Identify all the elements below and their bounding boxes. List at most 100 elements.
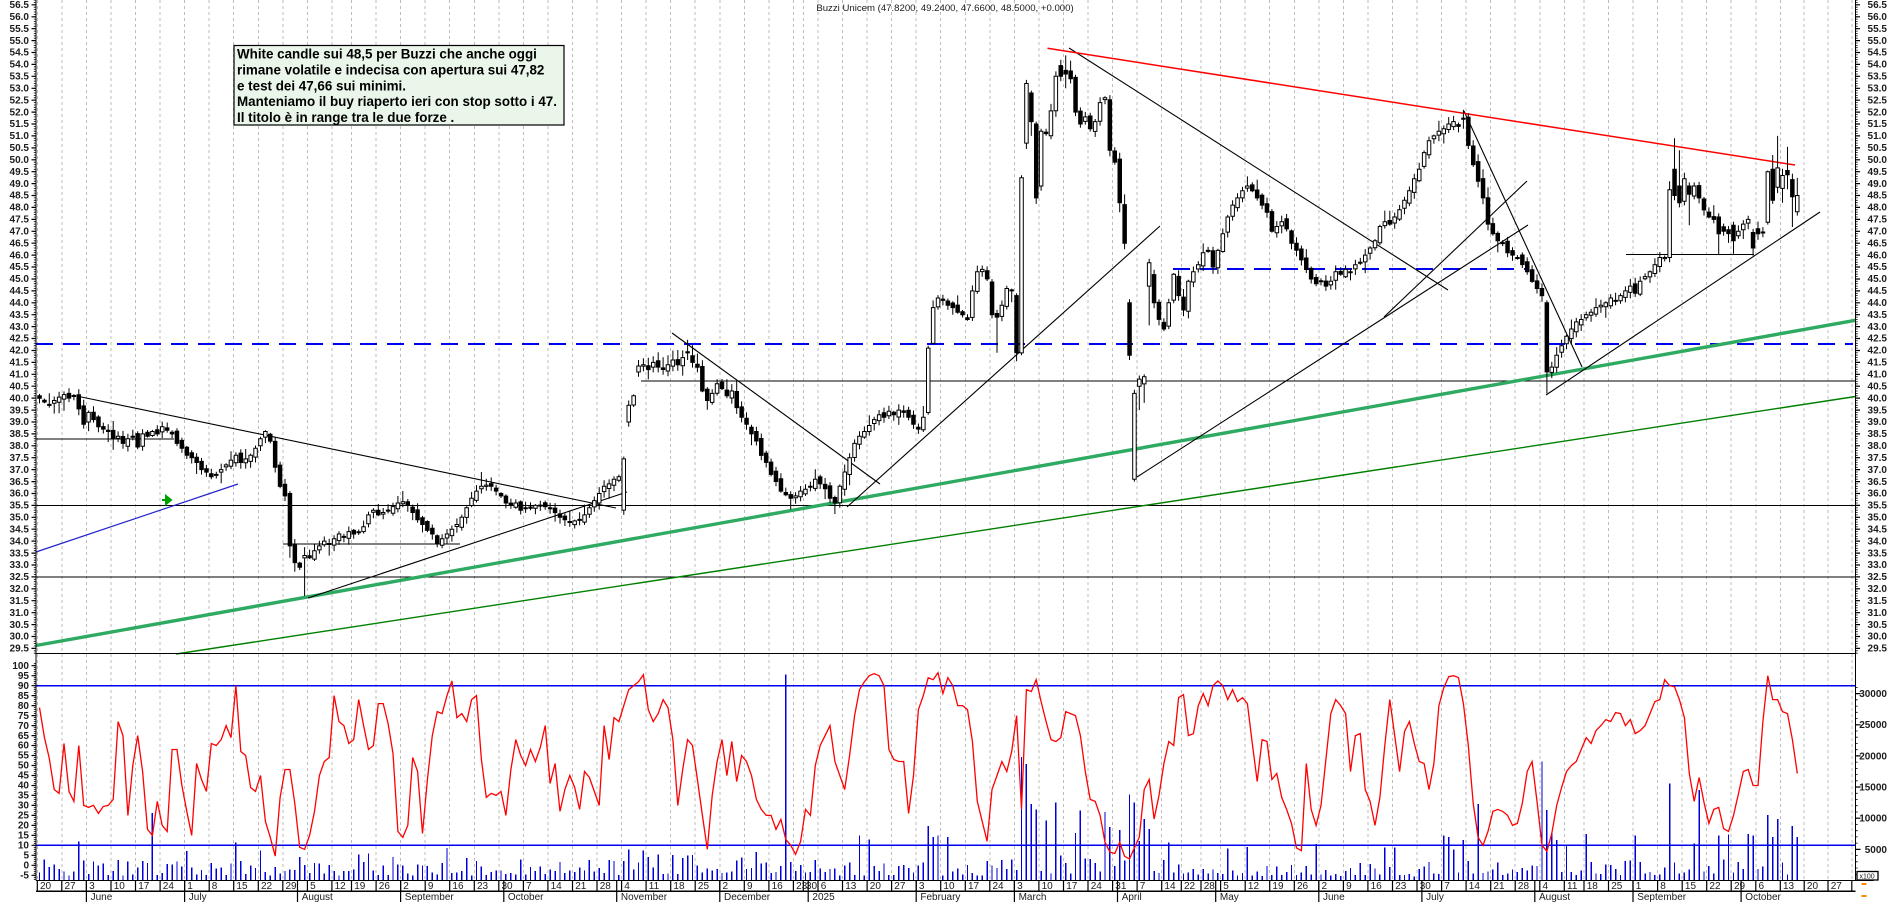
- svg-text:8: 8: [1660, 881, 1666, 892]
- svg-text:90: 90: [18, 681, 30, 692]
- svg-text:6: 6: [1759, 881, 1765, 892]
- svg-text:35.5: 35.5: [10, 501, 30, 512]
- svg-text:December: December: [724, 892, 771, 902]
- svg-text:43.0: 43.0: [1868, 322, 1888, 333]
- svg-text:21: 21: [1493, 881, 1505, 892]
- svg-text:17: 17: [1066, 881, 1078, 892]
- svg-text:54.5: 54.5: [10, 48, 30, 59]
- svg-text:25: 25: [18, 811, 30, 822]
- svg-text:39.5: 39.5: [10, 405, 30, 416]
- svg-text:48.0: 48.0: [10, 203, 30, 214]
- svg-text:14: 14: [551, 881, 563, 892]
- svg-text:28: 28: [1204, 881, 1216, 892]
- svg-text:56.5: 56.5: [1868, 0, 1888, 11]
- svg-text:75: 75: [18, 711, 30, 722]
- svg-text:Il titolo è in range tra le du: Il titolo è in range tra le due forze .: [237, 110, 454, 125]
- svg-text:45: 45: [18, 771, 30, 782]
- svg-text:31: 31: [1115, 881, 1127, 892]
- svg-text:41.5: 41.5: [10, 358, 30, 369]
- svg-text:10: 10: [943, 881, 955, 892]
- svg-text:20: 20: [870, 881, 882, 892]
- svg-text:33.5: 33.5: [1868, 548, 1888, 559]
- svg-text:41.5: 41.5: [1868, 358, 1888, 369]
- svg-text:25: 25: [698, 881, 710, 892]
- svg-text:29.5: 29.5: [1868, 644, 1888, 655]
- svg-text:54.0: 54.0: [10, 60, 30, 71]
- svg-text:27: 27: [65, 881, 77, 892]
- svg-text:3: 3: [1017, 881, 1023, 892]
- svg-text:5: 5: [1223, 881, 1229, 892]
- svg-text:25: 25: [1611, 881, 1623, 892]
- svg-text:7: 7: [1140, 881, 1146, 892]
- svg-text:14: 14: [1469, 881, 1481, 892]
- svg-text:March: March: [1019, 892, 1047, 902]
- svg-text:34.0: 34.0: [10, 536, 30, 547]
- svg-text:32.0: 32.0: [1868, 584, 1888, 595]
- svg-text:55.0: 55.0: [10, 36, 30, 47]
- svg-text:31.5: 31.5: [1868, 596, 1888, 607]
- svg-text:24: 24: [993, 881, 1005, 892]
- svg-text:50.5: 50.5: [1868, 143, 1888, 154]
- svg-text:23: 23: [1395, 881, 1407, 892]
- svg-text:10: 10: [114, 881, 126, 892]
- svg-text:July: July: [1426, 892, 1444, 902]
- svg-text:54.5: 54.5: [1868, 48, 1888, 59]
- svg-text:15: 15: [236, 881, 248, 892]
- svg-text:42.5: 42.5: [1868, 334, 1888, 345]
- svg-text:53.0: 53.0: [10, 84, 30, 95]
- svg-text:38.0: 38.0: [10, 441, 30, 452]
- svg-text:21: 21: [575, 881, 587, 892]
- svg-text:38.0: 38.0: [1868, 441, 1888, 452]
- svg-text:30000: 30000: [1859, 689, 1887, 700]
- svg-text:46.0: 46.0: [10, 250, 30, 261]
- svg-text:45.0: 45.0: [10, 274, 30, 285]
- svg-text:33.0: 33.0: [10, 560, 30, 571]
- svg-text:4: 4: [1543, 881, 1549, 892]
- svg-text:51.0: 51.0: [10, 131, 30, 142]
- svg-text:24: 24: [163, 881, 175, 892]
- svg-text:13: 13: [1783, 881, 1795, 892]
- svg-text:October: October: [1745, 892, 1781, 902]
- svg-text:50.0: 50.0: [1868, 155, 1888, 166]
- svg-text:x100: x100: [1860, 873, 1875, 880]
- svg-text:e test dei 47,66 sui minimi.: e test dei 47,66 sui minimi.: [237, 78, 406, 93]
- svg-text:35.0: 35.0: [10, 513, 30, 524]
- svg-text:31.0: 31.0: [10, 608, 30, 619]
- svg-text:17: 17: [138, 881, 150, 892]
- svg-text:August: August: [302, 892, 333, 902]
- svg-text:39.0: 39.0: [10, 417, 30, 428]
- svg-text:30: 30: [502, 881, 514, 892]
- svg-text:43.5: 43.5: [1868, 310, 1888, 321]
- svg-text:23: 23: [477, 881, 489, 892]
- svg-text:45.5: 45.5: [1868, 262, 1888, 273]
- svg-text:36.0: 36.0: [1868, 489, 1888, 500]
- svg-text:52.0: 52.0: [10, 107, 30, 118]
- svg-text:47.0: 47.0: [10, 227, 30, 238]
- svg-text:44.5: 44.5: [10, 286, 30, 297]
- svg-text:2: 2: [1322, 881, 1328, 892]
- svg-text:56.0: 56.0: [1868, 12, 1888, 23]
- svg-text:40.5: 40.5: [10, 381, 30, 392]
- svg-text:55: 55: [18, 751, 30, 762]
- svg-text:43.5: 43.5: [10, 310, 30, 321]
- svg-text:40.0: 40.0: [1868, 393, 1888, 404]
- svg-text:19: 19: [354, 881, 366, 892]
- svg-text:20: 20: [40, 881, 52, 892]
- svg-text:33.0: 33.0: [1868, 560, 1888, 571]
- svg-text:16: 16: [772, 881, 784, 892]
- svg-text:47.0: 47.0: [1868, 227, 1888, 238]
- svg-text:60: 60: [18, 741, 30, 752]
- svg-text:55.0: 55.0: [1868, 36, 1888, 47]
- svg-text:8: 8: [212, 881, 218, 892]
- svg-text:June: June: [1323, 892, 1345, 902]
- svg-text:rimane volatile e indecisa con: rimane volatile e indecisa con apertura …: [237, 62, 544, 77]
- svg-text:June: June: [91, 892, 113, 902]
- svg-text:50.5: 50.5: [10, 143, 30, 154]
- svg-text:13: 13: [845, 881, 857, 892]
- svg-text:22: 22: [261, 881, 273, 892]
- svg-text:-5: -5: [20, 871, 29, 882]
- svg-text:44.5: 44.5: [1868, 286, 1888, 297]
- svg-text:39.0: 39.0: [1868, 417, 1888, 428]
- svg-text:36.5: 36.5: [1868, 477, 1888, 488]
- svg-text:29: 29: [286, 881, 298, 892]
